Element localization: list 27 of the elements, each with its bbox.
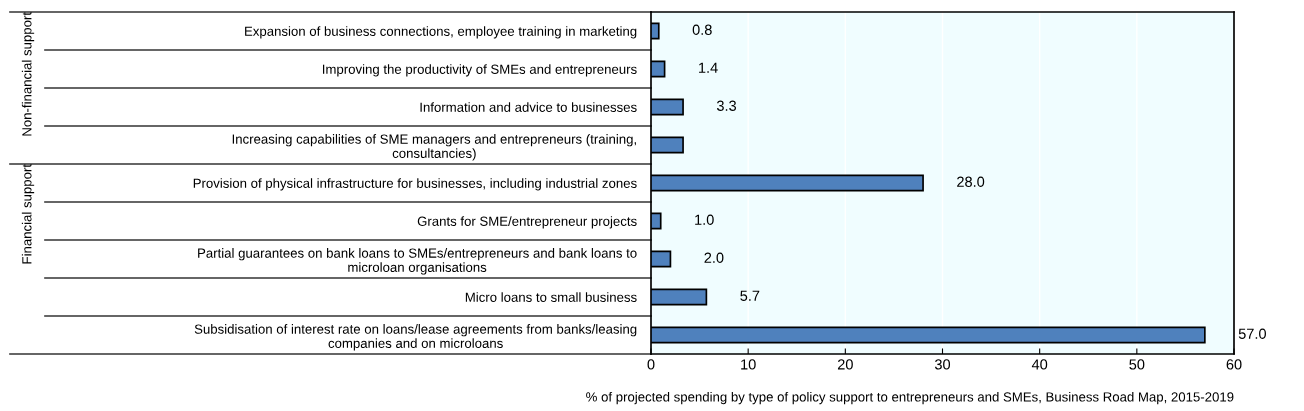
x-tick-label: 20 xyxy=(837,359,853,370)
data-label: 28.0 xyxy=(957,176,985,187)
y-tick-label: Provision of physical infrastructure for businesses, including industrial zones xyxy=(193,178,637,191)
data-label: 2.0 xyxy=(704,252,724,263)
data-label: 1.4 xyxy=(699,62,718,73)
y-tick-label: Improving the productivity of SMEs and entrepreneurs xyxy=(322,64,637,77)
data-label: 5.7 xyxy=(740,290,760,301)
data-label: 57.0 xyxy=(1238,328,1266,339)
y-tick-label: Increasing capabilities of SME managers and entrepreneurs (training, consultancies) xyxy=(232,134,636,161)
y-tick-label: Subsidisation of interest rate on loans/lease agreements from banks/leasing companies and on microloans xyxy=(194,324,637,351)
data-label: 3.3 xyxy=(716,100,737,111)
text: Financial support xyxy=(21,164,35,264)
x-tick-label: 0 xyxy=(647,359,655,370)
y-tick-label: Grants for SME/entrepreneur projects xyxy=(417,216,637,229)
data-label: 1.0 xyxy=(695,214,714,225)
x-axis-title: % of projected spending by type of policy support to entrepreneurs and SMEs, Business Road Map, 2015-2019 xyxy=(586,391,1234,405)
y-tick-label: Information and advice to businesses xyxy=(420,102,637,112)
x-tick-label: 50 xyxy=(1129,359,1145,370)
x-tick-label: 60 xyxy=(1226,359,1242,370)
x-tick-label: 10 xyxy=(741,359,756,370)
y-tick-label: Partial guarantees on bank loans to SMEs/entrepreneurs and bank loans to microloan organisations xyxy=(198,248,637,275)
text: Non-financial support xyxy=(21,12,35,136)
x-tick-label: 30 xyxy=(934,359,951,370)
data-label: 0.8 xyxy=(692,24,712,35)
y-tick-label: Expansion of business connections, employee training in marketing xyxy=(245,26,637,39)
x-tick-label: 40 xyxy=(1031,359,1048,370)
y-tick-label: Micro loans to small business xyxy=(465,292,637,302)
